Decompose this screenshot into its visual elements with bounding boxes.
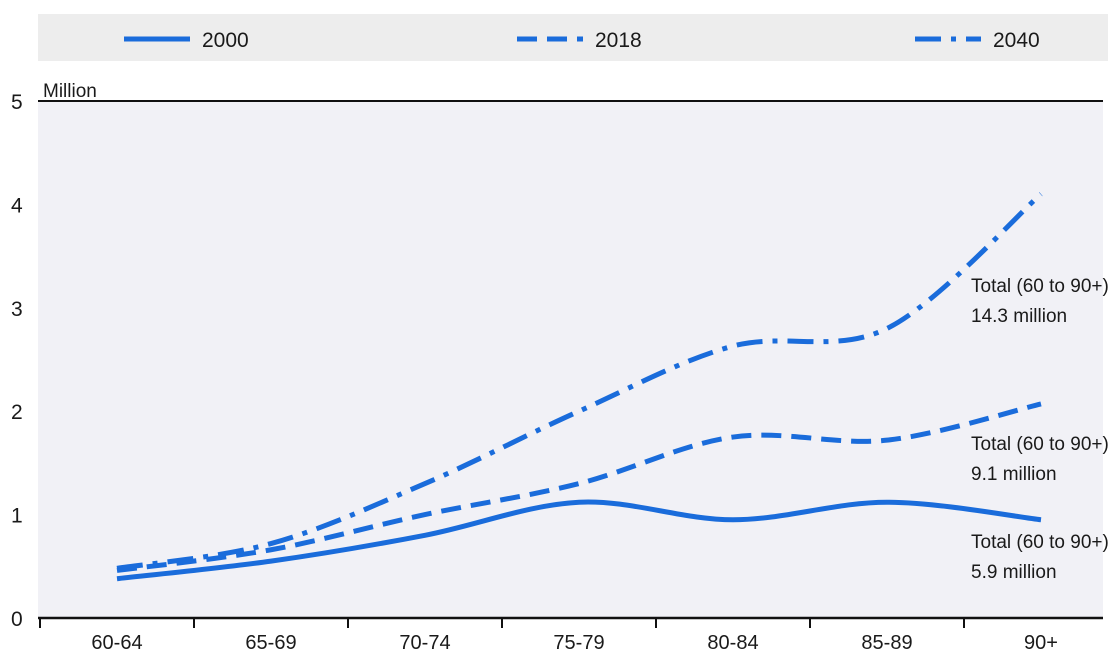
series-line-2018 [116,401,1042,573]
legend-background [38,14,1108,61]
annotation-text: Total (60 to 90+): [971,532,1110,553]
annotation-text: Total (60 to 90+): [971,276,1110,297]
annotation-text: 5.9 million [971,562,1057,583]
y-tick-label: 3 [11,298,23,321]
y-axis-unit-label: Million [43,81,97,102]
x-tick-label: 85-89 [861,632,912,654]
annotation-text: 9.1 million [971,464,1057,485]
x-tick-label: 65-69 [245,632,296,654]
annotation-text: Total (60 to 90+): [971,434,1110,455]
series-line-2040 [116,192,1043,571]
series-line-2000 [116,499,1042,582]
y-tick-label: 1 [11,505,23,528]
x-tick-label: 75-79 [553,632,604,654]
y-tick-label: 4 [11,194,23,217]
annotation-text: 14.3 million [971,306,1067,327]
x-tick-label: 90+ [1024,632,1058,654]
legend-label-2018: 2018 [595,29,642,52]
y-axis: 0 1 2 3 4 5 [11,91,23,631]
annotations: Total (60 to 90+): 14.3 million Total (60 … [971,276,1110,583]
legend-label-2040: 2040 [993,29,1040,52]
y-tick-label: 5 [11,91,23,114]
plot-area [38,101,1103,618]
x-tick-label: 80-84 [707,632,758,654]
series-layer [116,192,1043,582]
legend-label-2000: 2000 [202,29,249,52]
y-tick-label: 0 [11,608,23,631]
x-axis: 60-64 65-69 70-74 75-79 80-84 85-89 90+ [38,616,1103,654]
y-tick-label: 2 [11,401,23,424]
x-tick-label: 70-74 [399,632,450,654]
x-tick-label: 60-64 [91,632,142,654]
legend: 2000 2018 2040 [124,29,1040,52]
